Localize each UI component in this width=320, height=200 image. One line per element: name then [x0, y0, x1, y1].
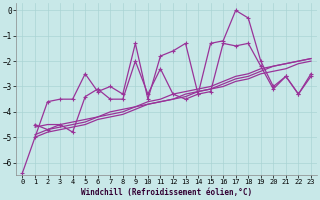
X-axis label: Windchill (Refroidissement éolien,°C): Windchill (Refroidissement éolien,°C)	[81, 188, 252, 197]
